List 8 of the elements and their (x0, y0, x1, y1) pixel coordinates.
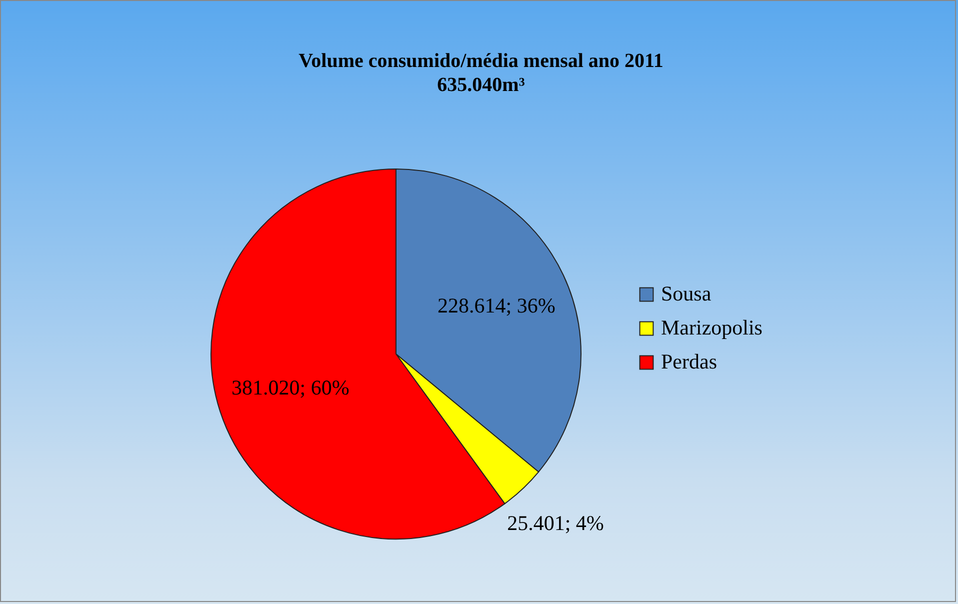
data-label: 25.401; 4% (507, 510, 604, 535)
data-label: 228.614; 36% (438, 294, 556, 318)
chart-subtitle: 635.040m³ (437, 74, 525, 96)
legend-label: Marizopolis (661, 316, 762, 340)
legend-label: Perdas (661, 350, 717, 374)
legend-label: Sousa (661, 282, 712, 306)
data-label: 381.020; 60% (232, 375, 350, 400)
chart-title: Volume consumido/média mensal ano 2011 (298, 50, 664, 72)
